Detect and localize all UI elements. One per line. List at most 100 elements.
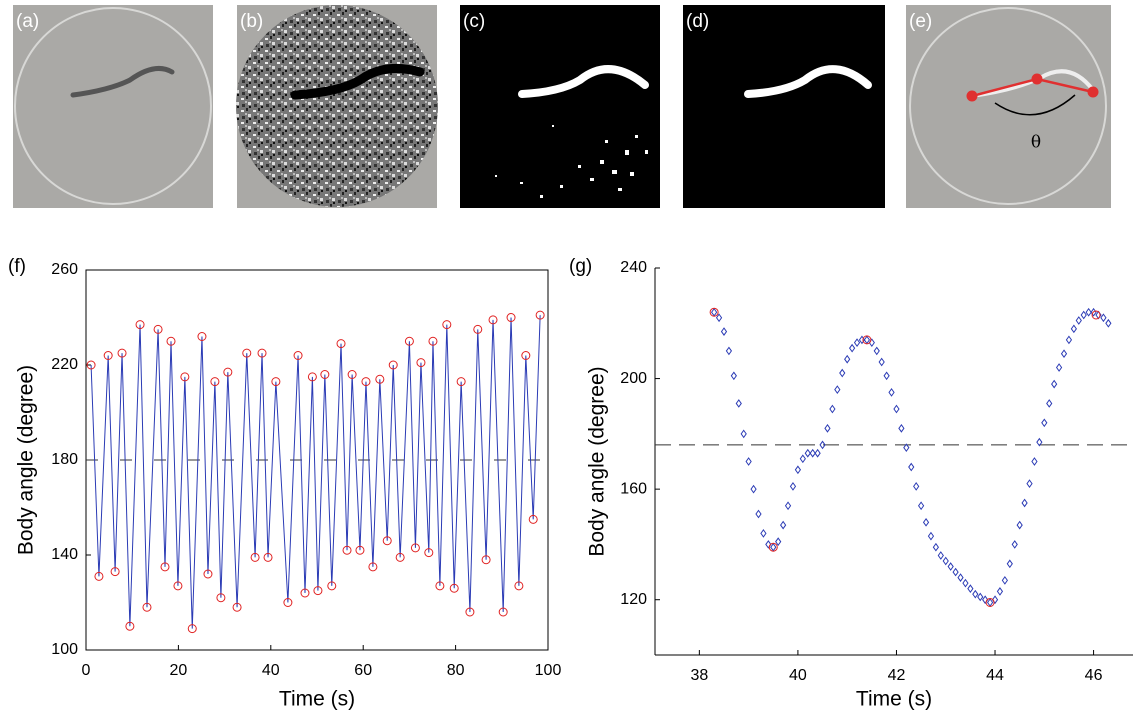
data-point — [1011, 540, 1018, 549]
data-point — [715, 313, 723, 323]
data-point — [863, 335, 871, 345]
data-point — [242, 348, 252, 358]
y-tick-label: 200 — [620, 370, 647, 387]
data-point — [327, 581, 337, 591]
data-point — [395, 552, 405, 562]
data-point — [382, 536, 392, 546]
data-point — [799, 454, 806, 464]
panel-c: (c) — [460, 5, 660, 208]
y-tick-label: 160 — [620, 480, 647, 497]
x-tick-label: 42 — [888, 667, 906, 684]
data-point — [1091, 310, 1101, 320]
x-tick-label: 38 — [690, 667, 708, 684]
data-point — [804, 448, 811, 458]
data-point — [342, 545, 352, 555]
data-point — [1075, 316, 1082, 325]
x-tick-label: 20 — [170, 662, 188, 679]
x-tick-label: 44 — [986, 667, 1004, 684]
data-point — [361, 377, 371, 387]
y-tick-label: 100 — [51, 641, 78, 658]
data-point — [883, 371, 890, 381]
panel-label: (e) — [909, 11, 932, 32]
data-point — [300, 588, 310, 598]
data-point — [473, 324, 483, 334]
data-point — [927, 531, 935, 541]
data-point — [898, 423, 905, 433]
data-point — [1070, 324, 1077, 334]
data-point — [514, 581, 524, 591]
data-point — [1006, 559, 1013, 569]
data-point — [135, 320, 145, 330]
data-point — [103, 351, 113, 360]
data-point — [770, 542, 777, 552]
data-point — [873, 346, 880, 356]
data-point — [986, 598, 994, 607]
data-point — [977, 592, 984, 602]
data-point — [347, 370, 357, 379]
y-axis-label: Body angle (degree) — [586, 366, 609, 556]
data-point — [947, 562, 954, 571]
data-point — [1051, 379, 1058, 389]
data-point — [917, 501, 925, 511]
data-point — [844, 354, 851, 364]
data-point — [197, 332, 207, 341]
data-point — [908, 462, 915, 472]
data-point — [1100, 313, 1107, 323]
data-point — [232, 602, 242, 612]
data-point — [223, 367, 233, 377]
y-tick-label: 220 — [51, 356, 78, 373]
panel-label: (g) — [569, 256, 592, 277]
data-point — [730, 371, 737, 381]
data-point — [375, 374, 385, 384]
data-point — [1060, 349, 1068, 359]
data-point — [528, 514, 538, 524]
data-point — [814, 448, 821, 458]
x-tick-label: 0 — [82, 662, 91, 679]
data-point — [153, 324, 163, 334]
data-point — [410, 543, 420, 553]
data-point — [794, 465, 802, 475]
data-point — [456, 377, 466, 387]
data-point — [985, 597, 995, 607]
chart: (f) Time (s) Body angle (degree) 0 20 40 60 80 1… — [8, 256, 561, 711]
panel-label: (b) — [240, 11, 263, 32]
x-tick-label: 100 — [535, 662, 562, 679]
data-point — [506, 313, 516, 322]
data-point — [784, 501, 792, 511]
data-point — [263, 552, 273, 562]
data-point — [740, 429, 747, 439]
data-point — [775, 537, 782, 547]
data-point — [210, 377, 220, 387]
data-point — [368, 562, 378, 572]
data-point — [125, 621, 135, 631]
data-point — [991, 595, 999, 605]
data-point — [725, 346, 733, 356]
data-point — [86, 360, 96, 370]
data-point — [996, 587, 1004, 596]
data-point — [711, 307, 718, 317]
data-point — [1085, 307, 1092, 317]
data-point — [424, 548, 434, 558]
data-point — [942, 556, 949, 566]
data-point — [858, 335, 866, 345]
data-point — [416, 358, 426, 368]
x-tick-label: 40 — [789, 667, 807, 684]
x-tick-label: 80 — [447, 662, 465, 679]
panel-label: (c) — [463, 11, 485, 32]
data-point — [1065, 335, 1073, 345]
data-point — [967, 584, 974, 594]
data-point — [1001, 576, 1008, 585]
data-point — [1055, 363, 1063, 372]
data-point — [187, 624, 197, 634]
data-point — [720, 327, 728, 336]
panel-a: (a) — [13, 5, 213, 208]
panel-e: θ (e) — [906, 5, 1111, 208]
angle-symbol: θ — [1031, 133, 1041, 153]
data-point — [488, 315, 498, 325]
data-point — [862, 335, 872, 345]
data-point — [709, 307, 719, 317]
data-point — [435, 581, 445, 591]
data-point — [449, 583, 459, 593]
panel-label: (a) — [16, 11, 39, 32]
